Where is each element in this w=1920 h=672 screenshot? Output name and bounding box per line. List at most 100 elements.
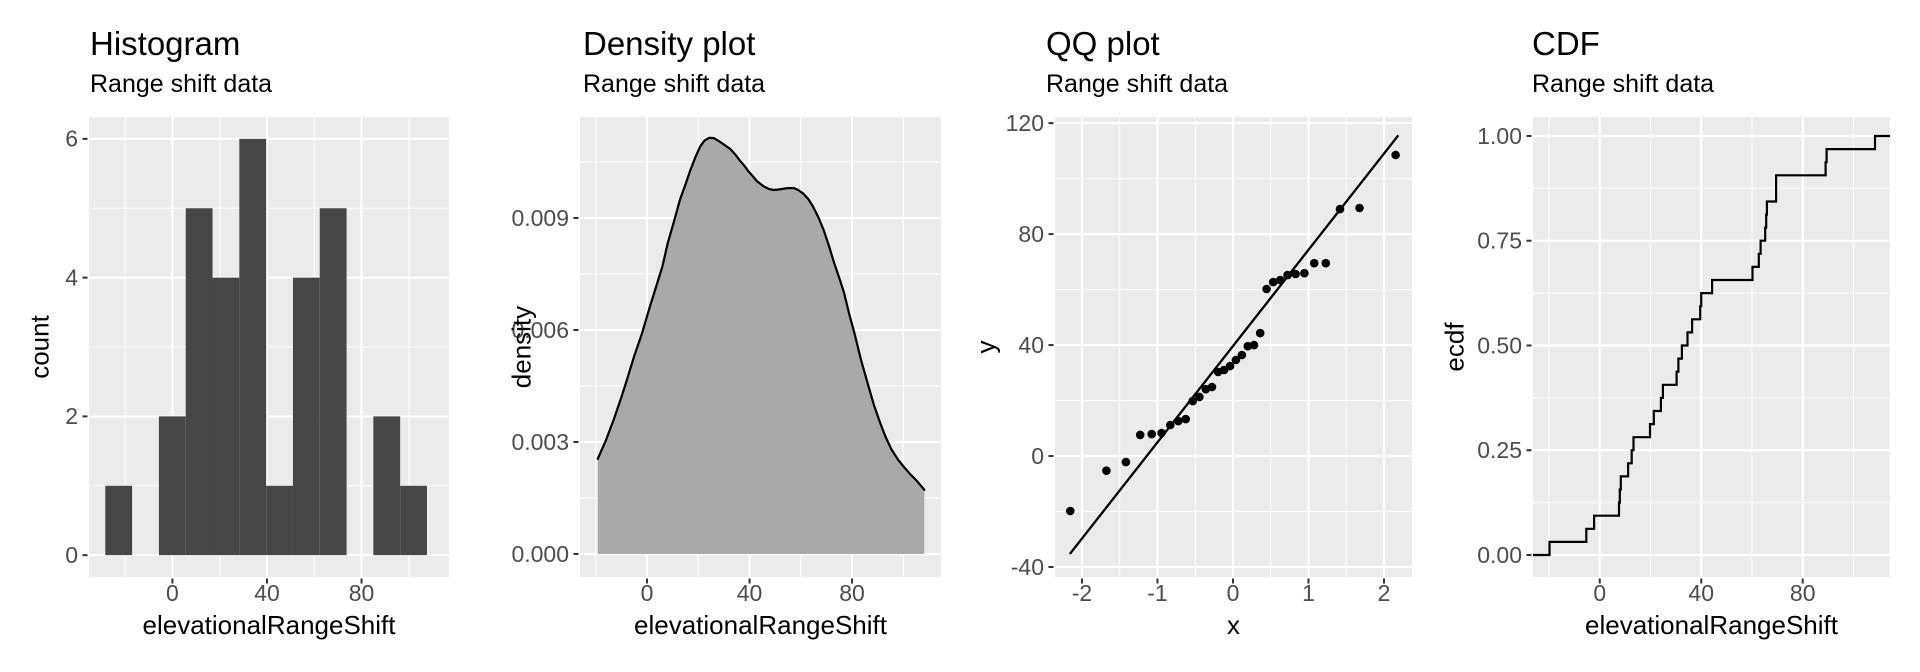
y-tick-label: 2 (65, 403, 78, 429)
y-tick-label: 0.50 (1477, 332, 1522, 358)
histogram-bar (158, 416, 186, 556)
x-tick-label: 80 (349, 580, 375, 606)
panel-ecdf: 0 40 80 0.00 0.25 0.50 0.75 1.00 (1477, 117, 1890, 606)
panel-density: 0 40 80 0.000 0.003 0.006 0.009 (511, 117, 941, 606)
x-tick-label: 0 (166, 580, 179, 606)
x-tick-label: 80 (1790, 580, 1816, 606)
qq-point (1181, 414, 1190, 424)
x-tick-label: 80 (839, 580, 865, 606)
y-axis-ticks: -40 0 40 80 120 (1006, 110, 1054, 580)
panel-background (1533, 117, 1890, 577)
x-axis-ticks: 0 40 80 (1593, 578, 1816, 606)
density-curve (596, 136, 926, 491)
qq-y-axis-title: y (970, 340, 1001, 354)
qq-point (1135, 430, 1145, 440)
qq-point (1195, 392, 1204, 402)
y-tick-label: 0 (1031, 443, 1044, 469)
qq-subtitle: Range shift data (1046, 70, 1229, 98)
qq-point (1262, 284, 1271, 294)
x-tick-label: -2 (1072, 580, 1092, 606)
x-tick-label: 0 (1227, 580, 1240, 606)
y-tick-label: 0.75 (1477, 228, 1522, 254)
x-tick-label: 40 (737, 580, 763, 606)
qq-point (1207, 382, 1217, 392)
panel-histogram: 0 40 80 0 2 4 6 (65, 117, 449, 606)
y-tick-label: 0 (65, 542, 78, 568)
minor-gridlines (1533, 117, 1890, 577)
y-tick-label: 0.00 (1477, 542, 1522, 568)
x-axis-ticks: 0 40 80 (166, 578, 375, 606)
qq-point (1147, 429, 1156, 439)
qq-point (1237, 350, 1247, 360)
qq-reference-line (1068, 134, 1400, 555)
x-tick-label: 1 (1302, 580, 1315, 606)
qq-points (1066, 150, 1400, 516)
x-tick-label: 2 (1378, 580, 1391, 606)
cdf-y-axis-title: ecdf (1439, 322, 1470, 372)
histogram-title: Histogram (90, 25, 241, 62)
y-tick-label: -40 (1011, 554, 1044, 580)
density-y-axis-title: density (506, 305, 537, 389)
histogram-bar (239, 138, 267, 556)
density-area (597, 137, 925, 554)
qq-point (1249, 340, 1259, 350)
density-subtitle: Range shift data (583, 70, 766, 98)
histogram-subtitle: Range shift data (90, 70, 273, 98)
histogram-bar (319, 208, 347, 556)
y-tick-label: 0.009 (511, 205, 569, 231)
qq-point (1291, 269, 1300, 279)
y-tick-label: 1.00 (1477, 123, 1522, 149)
cdf-title: CDF (1532, 25, 1600, 62)
cdf-subtitle: Range shift data (1532, 70, 1715, 98)
x-axis-ticks: -2 -1 0 1 2 (1072, 578, 1391, 606)
histogram-bar (185, 208, 213, 556)
y-tick-label: 0.003 (511, 429, 569, 455)
histogram-y-axis-title: count (24, 315, 55, 379)
x-tick-label: 0 (1593, 580, 1606, 606)
qq-point (1102, 466, 1111, 476)
histogram-bar (266, 485, 293, 556)
x-tick-label: -1 (1147, 580, 1167, 606)
qq-point (1066, 506, 1075, 516)
y-axis-ticks: 0.00 0.25 0.50 0.75 1.00 (1477, 123, 1532, 568)
y-axis-ticks: 0 2 4 6 (65, 126, 88, 568)
density-x-axis-title: elevationalRangeShift (634, 610, 887, 640)
panel-qq: -2 -1 0 1 2 -40 0 40 80 1 2 0 (1006, 110, 1412, 606)
qq-x-axis-title: x (1227, 610, 1240, 640)
y-tick-label: 0.006 (511, 317, 569, 343)
histogram-bar (400, 485, 427, 556)
y-tick-label: 0.000 (511, 541, 569, 567)
histogram-bar (105, 485, 133, 556)
qq-point (1321, 258, 1331, 268)
qq-point (1309, 258, 1319, 268)
histogram-bar (373, 416, 401, 556)
density-title: Density plot (583, 25, 756, 62)
y-tick-label: 80 (1018, 221, 1044, 247)
y-tick-label: 40 (1018, 332, 1044, 358)
x-axis-ticks: 0 40 80 (641, 578, 865, 606)
x-tick-label: 40 (1688, 580, 1714, 606)
histogram-bar (292, 277, 320, 556)
qq-point (1231, 355, 1241, 365)
histogram-bars (105, 138, 427, 556)
qq-point (1225, 361, 1235, 371)
y-tick-label: 0.25 (1477, 437, 1522, 463)
qq-point (1391, 150, 1400, 160)
histogram-x-axis-title: elevationalRangeShift (142, 610, 396, 640)
ecdf-step-line (1533, 134, 1890, 557)
x-tick-label: 40 (254, 580, 280, 606)
qq-point (1255, 328, 1265, 338)
y-axis-ticks: 0.000 0.003 0.006 0.009 (511, 205, 579, 567)
x-tick-label: 0 (641, 580, 654, 606)
qq-title: QQ plot (1046, 25, 1160, 62)
qq-point (1268, 277, 1278, 287)
qq-point (1355, 203, 1364, 213)
qq-point (1300, 268, 1309, 278)
y-tick-label: 6 (65, 126, 78, 152)
major-gridlines (1533, 117, 1890, 577)
qq-point (1121, 457, 1131, 467)
y-tick-label: 4 (65, 264, 78, 290)
histogram-bar (212, 277, 240, 556)
